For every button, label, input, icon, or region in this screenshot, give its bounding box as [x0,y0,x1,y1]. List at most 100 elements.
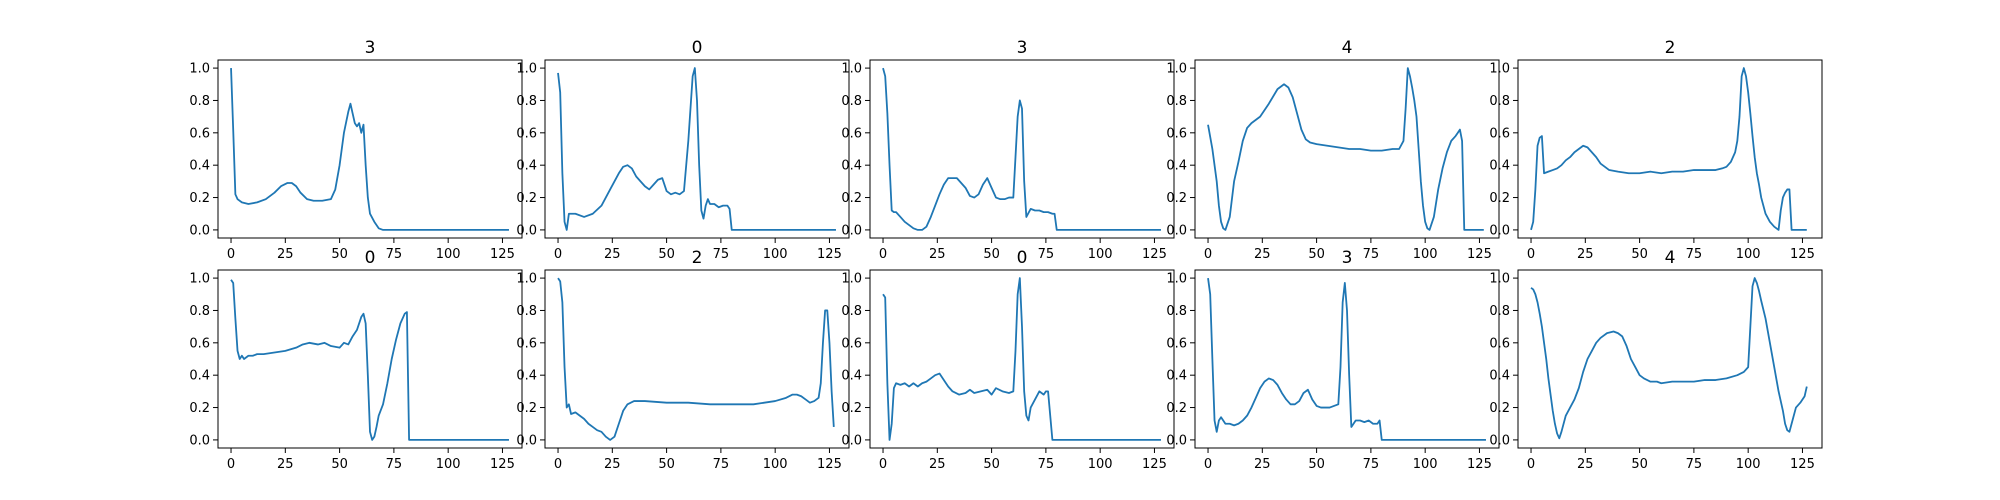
y-tick-label: 0.6 [516,336,537,351]
y-tick-label: 0.6 [841,126,862,141]
y-tick-label: 0.0 [841,433,862,448]
x-tick-label: 75 [1038,247,1055,262]
axes-frame [869,269,1175,449]
y-tick-label: 0.0 [1489,223,1510,238]
x-tick-label: 100 [1088,247,1113,262]
y-tick-label: 0.0 [1166,433,1187,448]
y-tick-label: 0.2 [841,191,862,206]
y-tick-label: 0.0 [516,223,537,238]
x-tick-label: 125 [1790,457,1815,472]
axes-frame [544,59,850,239]
axes-frame [1194,59,1500,239]
y-tick-label: 1.0 [516,62,537,77]
subplot-title: 0 [1017,248,1028,268]
x-tick-label: 100 [1413,457,1438,472]
x-tick-label: 100 [763,457,788,472]
series-line [230,68,509,231]
y-tick-label: 0.2 [189,401,210,416]
x-tick-label: 25 [604,457,621,472]
x-tick-label: 100 [1088,457,1113,472]
series-line [1207,67,1484,231]
y-tick-label: 0.4 [516,159,537,174]
subplot-title: 0 [365,248,376,268]
y-tick-label: 0.0 [516,433,537,448]
y-tick-label: 0.4 [516,369,537,384]
y-tick-label: 0.4 [841,159,862,174]
y-tick-label: 0.2 [1489,401,1510,416]
y-tick-label: 0.4 [1489,159,1510,174]
y-tick-label: 1.0 [1166,62,1187,77]
x-tick-label: 75 [713,457,730,472]
y-tick-label: 0.8 [189,94,210,109]
x-tick-label: 50 [1308,247,1325,262]
series-line [882,67,1161,231]
series-line [1530,277,1808,440]
x-tick-label: 75 [1686,457,1703,472]
x-tick-label: 50 [658,247,675,262]
axes-frame [1517,269,1823,449]
subplot-title: 0 [692,38,703,58]
x-tick-label: 50 [331,247,348,262]
y-tick-label: 0.4 [189,369,210,384]
y-tick-label: 0.4 [841,369,862,384]
y-tick-label: 0.2 [516,401,537,416]
y-tick-label: 0.6 [1166,126,1187,141]
y-tick-label: 0.8 [189,304,210,319]
axes-frame [217,59,523,239]
x-tick-label: 25 [1254,247,1271,262]
x-tick-label: 75 [713,247,730,262]
y-tick-label: 0.6 [841,336,862,351]
x-tick-label: 125 [1142,247,1167,262]
x-tick-label: 50 [658,457,675,472]
x-tick-label: 75 [1686,247,1703,262]
x-tick-label: 75 [1038,457,1055,472]
x-tick-label: 50 [1631,247,1648,262]
y-tick-label: 0.4 [1166,369,1187,384]
subplot-8: 0 0 25 50 75 100 125 0.0 0.2 0.4 0.6 0.8 1.0 [841,248,1175,472]
series-line [557,67,836,231]
x-tick-label: 50 [1631,457,1648,472]
subplot-10: 4 0 25 50 75 100 125 0.0 0.2 0.4 0.6 0.8 1.0 [1489,248,1823,472]
y-tick-label: 0.6 [1489,126,1510,141]
y-tick-label: 0.2 [516,191,537,206]
y-tick-label: 0.8 [841,304,862,319]
y-tick-label: 0.8 [1166,94,1187,109]
y-tick-label: 1.0 [1489,62,1510,77]
x-tick-label: 100 [1736,247,1761,262]
x-tick-label: 25 [1577,457,1594,472]
x-tick-label: 100 [1413,247,1438,262]
x-tick-label: 75 [1363,247,1380,262]
axes-frame [1194,269,1500,449]
x-tick-label: 125 [1467,247,1492,262]
subplot-title: 3 [1017,38,1028,58]
subplot-4: 4 0 25 50 75 100 125 0.0 0.2 0.4 0.6 0.8 1.0 [1166,38,1500,262]
x-tick-label: 25 [1254,457,1271,472]
x-tick-label: 100 [1736,457,1761,472]
series-line [882,277,1161,441]
x-tick-label: 125 [817,457,842,472]
y-tick-label: 0.4 [1166,159,1187,174]
y-tick-label: 0.8 [516,304,537,319]
y-tick-label: 0.8 [1489,94,1510,109]
y-tick-label: 0.8 [841,94,862,109]
x-tick-label: 25 [929,457,946,472]
x-tick-label: 75 [386,457,403,472]
y-tick-label: 1.0 [841,62,862,77]
subplot-7: 2 0 25 50 75 100 125 0.0 0.2 0.4 0.6 0.8 1.0 [516,248,850,472]
y-tick-label: 1.0 [841,272,862,287]
x-tick-label: 0 [879,247,887,262]
x-tick-label: 125 [1142,457,1167,472]
subplot-title: 2 [1665,38,1676,58]
y-tick-label: 0.0 [841,223,862,238]
y-tick-label: 0.0 [1166,223,1187,238]
subplot-1: 3 0 25 50 75 100 125 0.0 0.2 0.4 0.6 0.8 1.0 [189,38,523,262]
y-tick-label: 0.2 [1166,401,1187,416]
x-tick-label: 0 [879,457,887,472]
x-tick-label: 25 [277,247,294,262]
y-tick-label: 0.6 [189,126,210,141]
x-tick-label: 25 [929,247,946,262]
axes-frame [217,269,523,449]
subplot-title: 3 [365,38,376,58]
series-line [1207,277,1486,441]
y-tick-label: 1.0 [1489,272,1510,287]
